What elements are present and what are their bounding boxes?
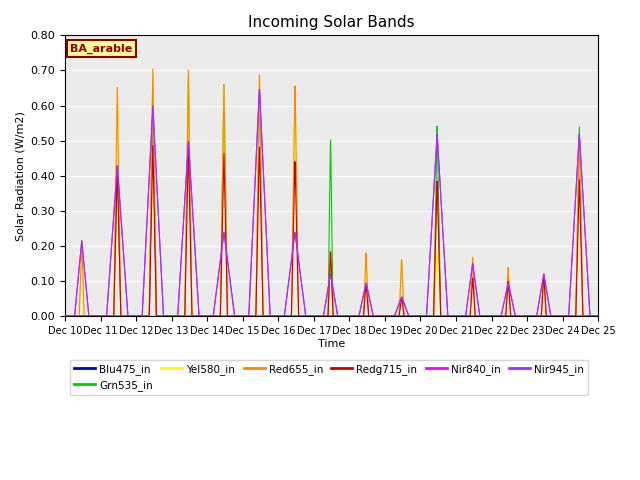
Y-axis label: Solar Radiation (W/m2): Solar Radiation (W/m2) <box>15 111 25 240</box>
Legend: Blu475_in, Grn535_in, Yel580_in, Red655_in, Redg715_in, Nir840_in, Nir945_in: Blu475_in, Grn535_in, Yel580_in, Red655_… <box>70 360 588 395</box>
X-axis label: Time: Time <box>318 338 345 348</box>
Text: BA_arable: BA_arable <box>70 44 132 54</box>
Title: Incoming Solar Bands: Incoming Solar Bands <box>248 15 415 30</box>
